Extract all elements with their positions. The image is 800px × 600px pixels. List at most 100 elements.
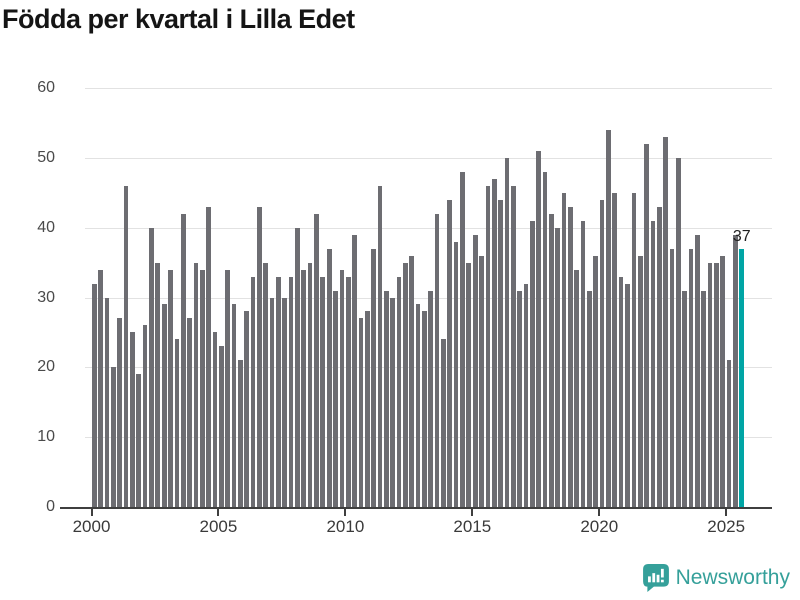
last-value-annotation: 37 <box>732 227 751 245</box>
bar <box>345 276 351 507</box>
bar <box>352 234 357 507</box>
x-axis-tick-label: 2010 <box>326 517 365 536</box>
x-axis-tick <box>217 509 220 516</box>
bar <box>269 297 275 507</box>
y-axis-tick-label: 20 <box>37 358 55 376</box>
bar <box>555 227 561 507</box>
bar <box>637 255 643 507</box>
x-axis-tick-label: 2020 <box>580 517 619 536</box>
bar <box>580 220 586 507</box>
x-axis-tick <box>90 509 93 516</box>
bar <box>149 227 154 507</box>
bar <box>123 185 129 507</box>
bar <box>212 332 218 507</box>
bar <box>447 199 453 507</box>
bar <box>529 220 535 507</box>
bar <box>237 360 243 507</box>
bar <box>606 129 611 507</box>
bar <box>161 304 167 507</box>
bar <box>656 206 662 507</box>
bar <box>714 262 719 507</box>
bar <box>307 262 313 507</box>
bar <box>644 143 649 507</box>
bar <box>180 213 186 507</box>
bar <box>504 157 510 507</box>
bar <box>688 248 694 507</box>
y-axis-tick-label: 50 <box>37 148 55 166</box>
bar <box>669 248 675 507</box>
y-axis-tick-label: 0 <box>46 498 55 515</box>
bar <box>206 206 211 507</box>
bar <box>510 185 516 507</box>
brand-name: Newsworthy <box>675 566 790 589</box>
bar <box>104 297 110 507</box>
bar <box>403 262 408 507</box>
bar <box>193 262 199 507</box>
x-axis-tick-label: 2000 <box>72 517 111 536</box>
x-axis-tick-label: 2015 <box>453 517 492 536</box>
x-axis-line <box>60 507 772 509</box>
bar <box>733 234 738 507</box>
newsworthy-logo-icon <box>642 564 669 592</box>
bar <box>599 199 605 507</box>
bar <box>371 248 376 507</box>
gridline <box>85 227 772 229</box>
y-axis-tick-label: 10 <box>37 428 55 446</box>
bar <box>142 325 148 507</box>
bar <box>358 318 364 507</box>
x-axis-tick <box>344 509 347 516</box>
bar <box>707 262 713 507</box>
bar <box>701 290 706 507</box>
gridline <box>85 88 772 89</box>
bar <box>561 192 567 507</box>
bar <box>568 206 573 507</box>
highlighted-bar <box>739 248 745 507</box>
bar <box>136 374 142 507</box>
bar <box>282 297 288 507</box>
bar <box>314 213 319 507</box>
bar <box>288 276 294 507</box>
gridline <box>85 157 772 159</box>
bar <box>675 157 681 507</box>
bar <box>498 199 503 507</box>
bar <box>364 311 370 507</box>
bar <box>333 290 338 507</box>
bar <box>415 304 421 507</box>
bar <box>117 318 123 507</box>
bar <box>612 192 618 507</box>
y-axis-tick-label: 60 <box>37 79 55 96</box>
x-axis-tick <box>598 509 601 516</box>
x-axis-tick <box>725 509 728 516</box>
brand-footer[interactable]: Newsworthy <box>642 564 790 592</box>
x-axis-tick-label: 2025 <box>707 517 746 536</box>
bar <box>650 220 656 507</box>
bar <box>625 283 630 507</box>
bar <box>523 283 529 507</box>
bar <box>441 339 446 507</box>
bar <box>542 171 548 507</box>
bar <box>263 262 269 507</box>
bar <box>548 213 554 507</box>
bar <box>460 171 465 507</box>
bar <box>593 255 599 507</box>
page-title: Födda per kvartal i Lilla Edet <box>2 4 355 34</box>
bar <box>187 318 192 507</box>
bar <box>257 206 262 507</box>
bar <box>720 255 726 507</box>
bar <box>631 192 637 507</box>
bar <box>231 304 237 507</box>
bar <box>536 150 541 507</box>
bar <box>663 136 668 507</box>
bar <box>682 290 687 507</box>
bar <box>155 262 161 507</box>
bar <box>587 290 592 507</box>
bar <box>422 311 427 507</box>
bar <box>409 255 415 507</box>
bar <box>320 276 326 507</box>
bar <box>130 332 135 507</box>
bar <box>326 248 332 507</box>
bar <box>111 367 116 507</box>
bar <box>517 290 522 507</box>
x-axis-tick <box>471 509 474 516</box>
